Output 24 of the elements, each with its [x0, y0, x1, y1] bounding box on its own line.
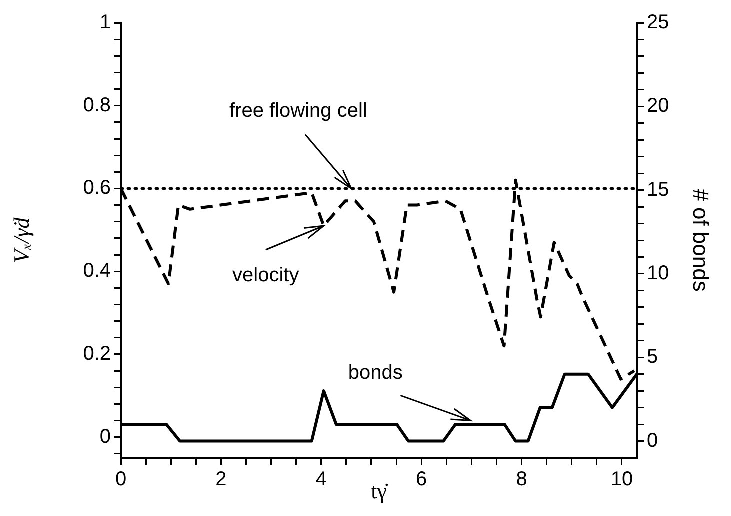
x-tick-label: 2 — [216, 468, 227, 491]
x-tick-label: 10 — [610, 468, 634, 491]
x-tick-label: 8 — [516, 468, 528, 491]
y-tick-label: 0.8 — [83, 94, 111, 116]
y2-tick-label: 5 — [647, 346, 658, 368]
y2-tick-label: 0 — [647, 430, 658, 452]
y-tick-label: 0.6 — [83, 177, 111, 200]
x-tick-label: 4 — [316, 468, 327, 491]
y2-tick-label: 10 — [647, 262, 670, 284]
y-tick-label: 0.4 — [83, 260, 111, 282]
y-axis-title: Vₓ/γ̇d — [8, 216, 34, 264]
y-tick-label: 1 — [100, 12, 111, 34]
x-axis-title: tγ̇ — [371, 478, 389, 504]
y2-axis-title: # of bonds — [688, 189, 714, 292]
annotation: bonds — [348, 362, 403, 384]
x-tick-label: 6 — [416, 468, 428, 491]
x-tick-label: 0 — [115, 468, 127, 491]
y2-tick-label: 15 — [647, 178, 670, 201]
annotation: free flowing cell — [230, 100, 368, 122]
y2-tick-label: 20 — [647, 95, 670, 118]
y-tick-label: 0 — [100, 426, 111, 448]
annotation: velocity — [232, 264, 300, 287]
y2-tick-label: 25 — [647, 12, 670, 34]
y-tick-label: 0.2 — [83, 342, 111, 365]
